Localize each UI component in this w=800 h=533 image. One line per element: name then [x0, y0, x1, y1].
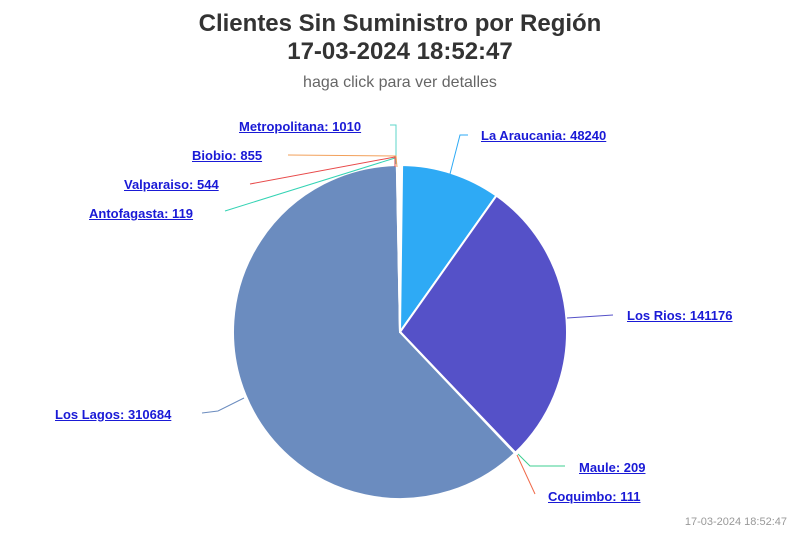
footer-timestamp: 17-03-2024 18:52:47 [684, 516, 787, 528]
data-label-la-araucania[interactable]: La Araucania: 48240 [481, 128, 607, 143]
chart-title-line1: Clientes Sin Suministro por Región [198, 10, 602, 37]
data-label-biobio[interactable]: Biobio: 855 [192, 148, 263, 163]
data-label-metropolitana[interactable]: Metropolitana: 1010 [239, 119, 362, 134]
data-label-coquimbo[interactable]: Coquimbo: 111 [548, 489, 641, 504]
data-label-valparaiso[interactable]: Valparaiso: 544 [124, 177, 219, 192]
pie-slice-los-lagos[interactable] [232, 164, 516, 500]
pie-slice-los-rios[interactable] [399, 194, 568, 454]
chart-title-line2: 17-03-2024 18:52:47 [287, 38, 513, 65]
connector-line [517, 453, 565, 467]
data-label-los-lagos[interactable]: Los Lagos: 310684 [55, 407, 172, 422]
connector-line [516, 454, 536, 495]
data-label-los-rios[interactable]: Los Rios: 141176 [627, 308, 733, 323]
pie-slice-la-araucania[interactable] [399, 164, 498, 333]
pie-slice-biobio[interactable] [397, 164, 401, 333]
connector-line [449, 134, 468, 175]
data-label-maule[interactable]: Maule: 209 [579, 460, 646, 475]
connector-line [566, 314, 614, 319]
connector-line [249, 156, 396, 185]
connector-line [287, 154, 398, 168]
connector-line [390, 124, 397, 168]
chart-subtitle: haga click para ver detalles [303, 74, 497, 91]
data-label-antofagasta[interactable]: Antofagasta: 119 [89, 206, 194, 221]
connector-line [201, 397, 245, 414]
connector-line [224, 157, 396, 212]
